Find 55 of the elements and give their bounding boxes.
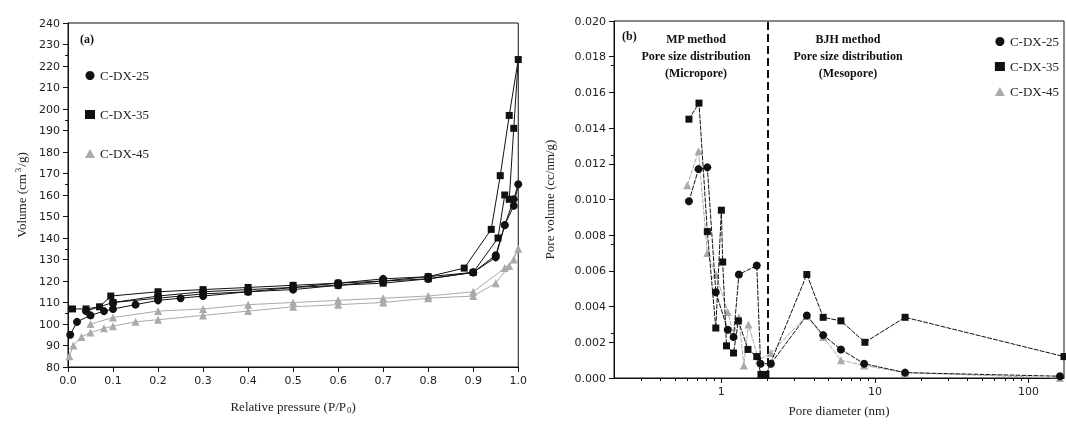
x-tick-label: 1.0 <box>509 374 527 387</box>
x-tick-label: 0.4 <box>239 374 257 387</box>
x-tick-label: 0.9 <box>464 374 482 387</box>
x-tick-label: 1 <box>717 385 725 398</box>
annotation: (a) <box>80 31 94 46</box>
y-tick-label: 0.010 <box>574 193 606 206</box>
y-tick-label: 160 <box>39 188 60 202</box>
x-tick-label: 10 <box>867 385 882 398</box>
y-tick-label: 0.006 <box>574 264 606 278</box>
y-tick-label: 0.020 <box>574 14 606 28</box>
legend-label: C-DX-35 <box>100 107 150 122</box>
y-tick-label: 0.012 <box>574 157 606 171</box>
y-tick-label: 0.002 <box>574 335 606 349</box>
legend-label: C-DX-35 <box>1009 59 1059 74</box>
x-tick-label: 0.6 <box>329 374 347 387</box>
y-tick-label: 190 <box>39 124 60 137</box>
y-tick-label: 0.018 <box>574 50 606 64</box>
y-tick-label: 0.004 <box>574 300 606 314</box>
x-axis-title: Pore diameter (nm) <box>788 403 890 418</box>
y-tick-label: 90 <box>46 339 60 352</box>
y-tick-label: 180 <box>39 145 60 159</box>
y-axis-title: Volume (cm3/g) <box>12 152 29 238</box>
y-tick-label: 140 <box>39 231 60 245</box>
y-tick-label: 210 <box>39 81 60 94</box>
legend-label: C-DX-25 <box>1009 34 1059 49</box>
y-tick-label: 0.016 <box>574 85 606 99</box>
legend-label: C-DX-45 <box>100 146 150 161</box>
y-tick-label: 0.000 <box>574 371 606 385</box>
y-tick-label: 150 <box>39 210 60 223</box>
y-axis-title: Pore volume (cc/nm/g) <box>542 139 557 260</box>
y-tick-label: 0.014 <box>574 121 606 135</box>
annotation: BJH method Pore size distribution (Mesopore) <box>793 31 903 80</box>
x-tick-label: 0.2 <box>149 374 167 387</box>
y-tick-label: 200 <box>39 102 60 116</box>
x-tick-label: 0.0 <box>59 374 77 387</box>
y-tick-label: 120 <box>39 274 60 288</box>
y-tick-label: 0.008 <box>574 228 606 242</box>
x-tick-label: 100 <box>1018 385 1040 398</box>
y-tick-label: 110 <box>39 296 60 309</box>
y-tick-label: 240 <box>39 16 60 30</box>
x-tick-label: 0.8 <box>419 374 437 387</box>
annotation: (b) <box>622 28 637 43</box>
x-tick-label: 0.1 <box>104 374 122 387</box>
y-tick-label: 230 <box>39 38 60 51</box>
y-tick-label: 130 <box>39 253 60 266</box>
y-tick-label: 80 <box>46 360 60 374</box>
y-tick-label: 220 <box>39 59 60 73</box>
x-tick-label: 0.3 <box>194 374 212 387</box>
y-tick-label: 170 <box>39 167 60 180</box>
x-tick-label: 0.7 <box>374 374 392 387</box>
legend-label: C-DX-45 <box>1009 84 1059 99</box>
legend-label: C-DX-25 <box>100 68 150 83</box>
annotation: MP method Pore size distribution (Micropore) <box>641 31 751 80</box>
y-tick-label: 100 <box>39 317 60 331</box>
x-tick-label: 0.5 <box>284 374 302 387</box>
